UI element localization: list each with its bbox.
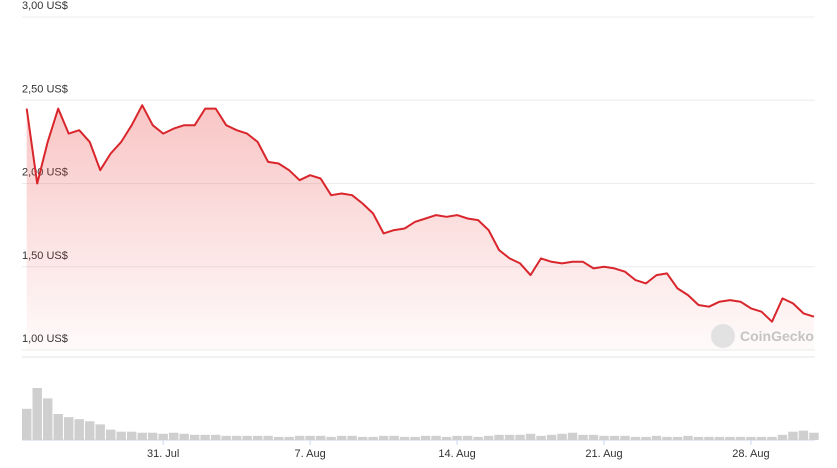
volume-bar: [63, 417, 74, 440]
volume-bar: [22, 408, 32, 440]
volume-bar: [200, 434, 210, 440]
volume-bar: [788, 431, 798, 440]
volume-bar: [74, 419, 84, 440]
volume-bar: [546, 434, 557, 440]
watermark-logo: [711, 324, 735, 348]
volume-bar: [252, 435, 263, 440]
x-tick-label: 21. Aug: [585, 448, 622, 460]
volume-bar: [168, 432, 179, 440]
volume-bar: [504, 434, 515, 440]
volume-bar: [273, 436, 284, 440]
volume-bar: [441, 436, 452, 440]
volume-bar: [536, 435, 546, 440]
volume-bar: [651, 435, 662, 440]
volume-bar: [599, 435, 609, 440]
volume-bar: [221, 435, 231, 440]
volume-bar: [53, 414, 63, 440]
volume-bar: [378, 435, 389, 440]
volume-bar: [714, 436, 725, 440]
volume-bar: [704, 436, 714, 440]
volume-bar: [147, 432, 158, 440]
volume-bar: [399, 436, 410, 440]
volume-bar: [32, 388, 42, 440]
x-tick-label: 7. Aug: [295, 448, 326, 460]
volume-bar: [326, 436, 336, 440]
volume-bar: [116, 431, 126, 440]
volume-bar: [315, 435, 326, 440]
volume-bar: [305, 435, 315, 440]
volume-bar: [683, 435, 693, 440]
volume-bar: [263, 435, 273, 440]
volume-bar: [483, 435, 494, 440]
volume-bar: [557, 433, 567, 440]
volume-bar: [420, 435, 431, 440]
volume-bar: [42, 398, 53, 440]
volume-bar: [126, 431, 137, 440]
volume-bar: [158, 433, 168, 440]
volume-bar: [767, 436, 777, 440]
volume-bar: [179, 433, 189, 440]
volume-bar: [641, 436, 651, 440]
x-tick-label: 14. Aug: [438, 448, 475, 460]
volume-bar: [567, 432, 578, 440]
volume-bar: [494, 434, 504, 440]
volume-bar: [368, 436, 378, 440]
volume-bar: [284, 436, 294, 440]
volume-bar: [746, 436, 756, 440]
volume-bar: [137, 432, 147, 440]
volume-bar: [336, 435, 347, 440]
volume-bar: [525, 433, 536, 440]
y-tick-label: 3,00 US$: [22, 0, 68, 12]
volume-bar: [809, 432, 819, 440]
volume-bar: [725, 436, 735, 440]
volume-bar: [473, 436, 483, 440]
volume-bar: [777, 434, 788, 440]
volume-bar: [672, 436, 683, 440]
volume-bar: [578, 434, 588, 440]
volume-bar: [630, 436, 641, 440]
watermark-text: CoinGecko: [740, 328, 814, 344]
volume-bar: [431, 435, 441, 440]
volume-bar: [620, 435, 630, 440]
volume-bar: [693, 436, 704, 440]
volume-bar: [189, 434, 200, 440]
volume-bar: [462, 435, 473, 440]
volume-bar: [347, 435, 357, 440]
volume-bar: [410, 436, 420, 440]
volume-bar: [357, 436, 368, 440]
volume-bar: [84, 421, 95, 440]
volume-bar: [210, 434, 221, 440]
volume-bar: [294, 435, 305, 440]
price-area: [26, 105, 814, 350]
volume-bar: [735, 436, 746, 440]
volume-bar: [662, 436, 672, 440]
x-tick-label: 31. Jul: [147, 448, 179, 460]
volume-bar: [105, 429, 116, 440]
y-tick-label: 2,50 US$: [22, 83, 68, 95]
volume-bar: [588, 434, 599, 440]
volume-bar: [389, 435, 399, 440]
x-tick-label: 28. Aug: [732, 448, 769, 460]
volume-bar: [452, 435, 462, 440]
watermark: CoinGecko: [711, 324, 814, 348]
volume-bar: [798, 430, 809, 440]
volume-bar: [231, 435, 242, 440]
volume-bar: [756, 436, 767, 440]
volume-bar: [609, 435, 620, 440]
volume-bar: [95, 424, 105, 440]
price-line: [25, 104, 815, 323]
volume-bar: [242, 435, 252, 440]
volume-bar: [515, 434, 525, 440]
